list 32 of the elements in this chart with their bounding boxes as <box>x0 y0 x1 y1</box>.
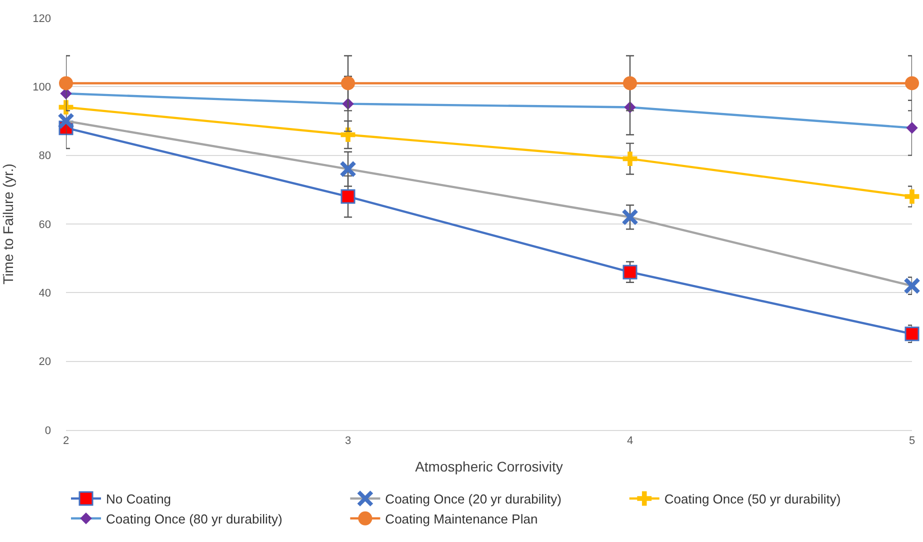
legend-label: Coating Once (50 yr durability) <box>664 492 841 507</box>
point <box>340 160 356 178</box>
y-tick-label: 40 <box>38 288 51 300</box>
point <box>904 189 920 204</box>
x-tick-label: 3 <box>344 435 352 448</box>
point <box>341 76 355 90</box>
point <box>58 112 74 130</box>
y-tick-label: 20 <box>38 356 51 368</box>
y-tick-label: 100 <box>32 82 51 94</box>
point <box>906 122 918 134</box>
legend-label: Coating Once (20 yr durability) <box>385 492 562 507</box>
point <box>622 152 638 166</box>
point <box>622 264 638 280</box>
point <box>623 76 637 90</box>
point <box>904 277 920 294</box>
y-tick-label: 0 <box>44 424 51 437</box>
legend-label: No Coating <box>106 492 172 507</box>
point <box>340 189 356 204</box>
legend-label: Coating Once (80 yr durability) <box>106 511 282 526</box>
point <box>904 326 920 342</box>
legend-label: Coating Maintenance Plan <box>385 511 538 526</box>
point <box>622 208 638 226</box>
x-axis-title: Atmospheric Corrosivity <box>415 458 563 474</box>
y-axis-title: Time to Failure (yr.) <box>0 164 16 284</box>
y-tick-label: 60 <box>38 218 51 231</box>
x-tick-label: 4 <box>626 435 634 448</box>
y-tick-label: 120 <box>32 12 51 25</box>
x-tick-label: 5 <box>908 435 916 448</box>
x-tick-label: 2 <box>62 435 70 448</box>
point <box>59 76 73 90</box>
y-tick-label: 80 <box>38 150 51 162</box>
point <box>905 76 919 90</box>
